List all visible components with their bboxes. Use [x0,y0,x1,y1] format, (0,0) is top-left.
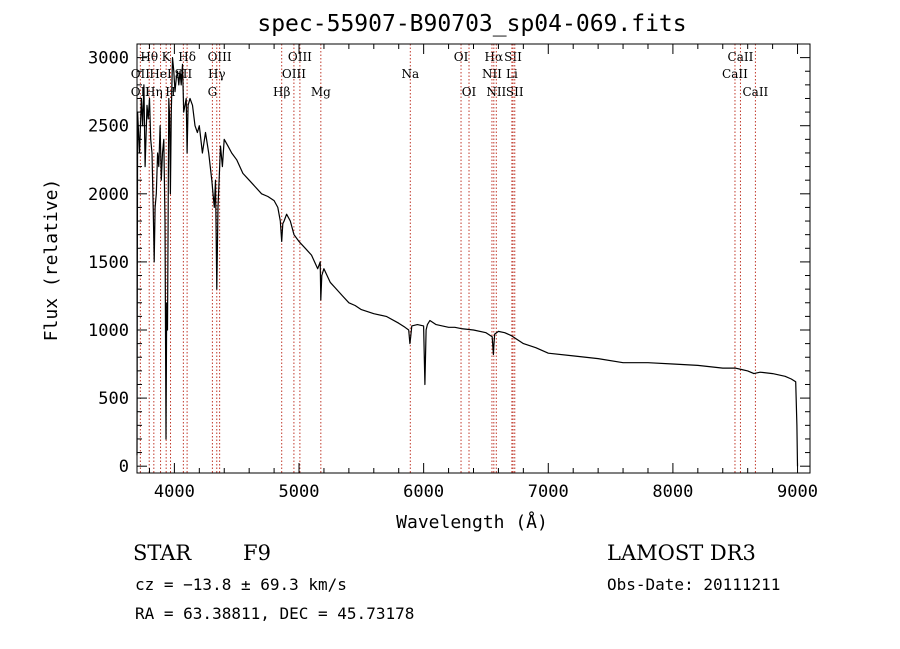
spectral-line-label: CaII [722,67,748,81]
chart-title: spec-55907-B90703_sp04-069.fits [257,11,686,37]
x-axis-ticks: 4000 5000 6000 7000 8000 9000 [148,44,818,502]
observation-date: Obs-Date: 20111211 [607,575,780,594]
y-tick-label: 500 [98,389,129,409]
spectral-line-label: OI [462,85,477,99]
y-axis-ticks: 0 500 1000 1500 2000 2500 3000 [88,49,810,477]
object-class: STAR [133,541,192,565]
x-tick-label: 7000 [528,482,569,502]
x-tick-label: 6000 [403,482,444,502]
spectral-line-label: OIII [208,50,232,64]
y-axis-label: Flux (relative) [41,179,62,342]
spectral-line-label: Li [506,67,518,81]
spectral-line-label: OII [131,67,151,81]
x-tick-label: 8000 [652,482,693,502]
x-tick-label: 9000 [777,482,818,502]
spectral-line-label: Hβ [273,85,290,99]
flux-series-line [136,57,799,467]
y-tick-label: 2000 [88,185,129,205]
spectral-line-label: CaII [742,85,768,99]
spectral-line-label: Mg [311,85,331,99]
y-tick-label: 1500 [88,253,129,273]
series-layer [136,57,799,467]
spectral-line-label: H [165,85,175,99]
spectral-line-label: OI [454,50,469,64]
spectral-line-label: NII [486,85,506,99]
spectral-line-label: Hη [145,85,163,99]
spectral-line-label: CaII [728,50,754,64]
spectral-line-label: Hδ [178,50,196,64]
x-tick-label: 5000 [279,482,320,502]
spectral-line-label: K [162,50,172,64]
spectral-line-label: G [208,85,218,99]
y-tick-label: 0 [119,457,129,477]
spectral-line-label: Na [401,67,419,81]
x-axis-label: Wavelength (Å) [396,511,548,533]
spectral-line-label: NII [482,67,502,81]
redshift-velocity: cz = −13.8 ± 69.3 km/s [135,575,347,594]
spectral-line-label: HeI [149,67,172,81]
x-tick-label: 4000 [154,482,195,502]
spectral-line-label: SII [504,50,522,64]
spectral-line-label: OII [131,85,151,99]
plot-frame [136,43,811,474]
spectral-line-label: Hα [485,50,504,64]
y-tick-label: 3000 [88,49,129,69]
spectral-line-label: OIII [288,50,312,64]
spectral-line-label: OIII [282,67,306,81]
coordinates: RA = 63.38811, DEC = 45.73178 [135,604,414,623]
spectral-line-label: Hγ [208,67,226,81]
y-tick-label: 1000 [88,321,129,341]
y-tick-label: 2500 [88,117,129,137]
spectral-line-label: Hθ [140,50,158,64]
survey-name: LAMOST DR3 [607,541,756,565]
object-subclass: F9 [243,541,271,565]
spectral-line-label: SII [506,85,524,99]
